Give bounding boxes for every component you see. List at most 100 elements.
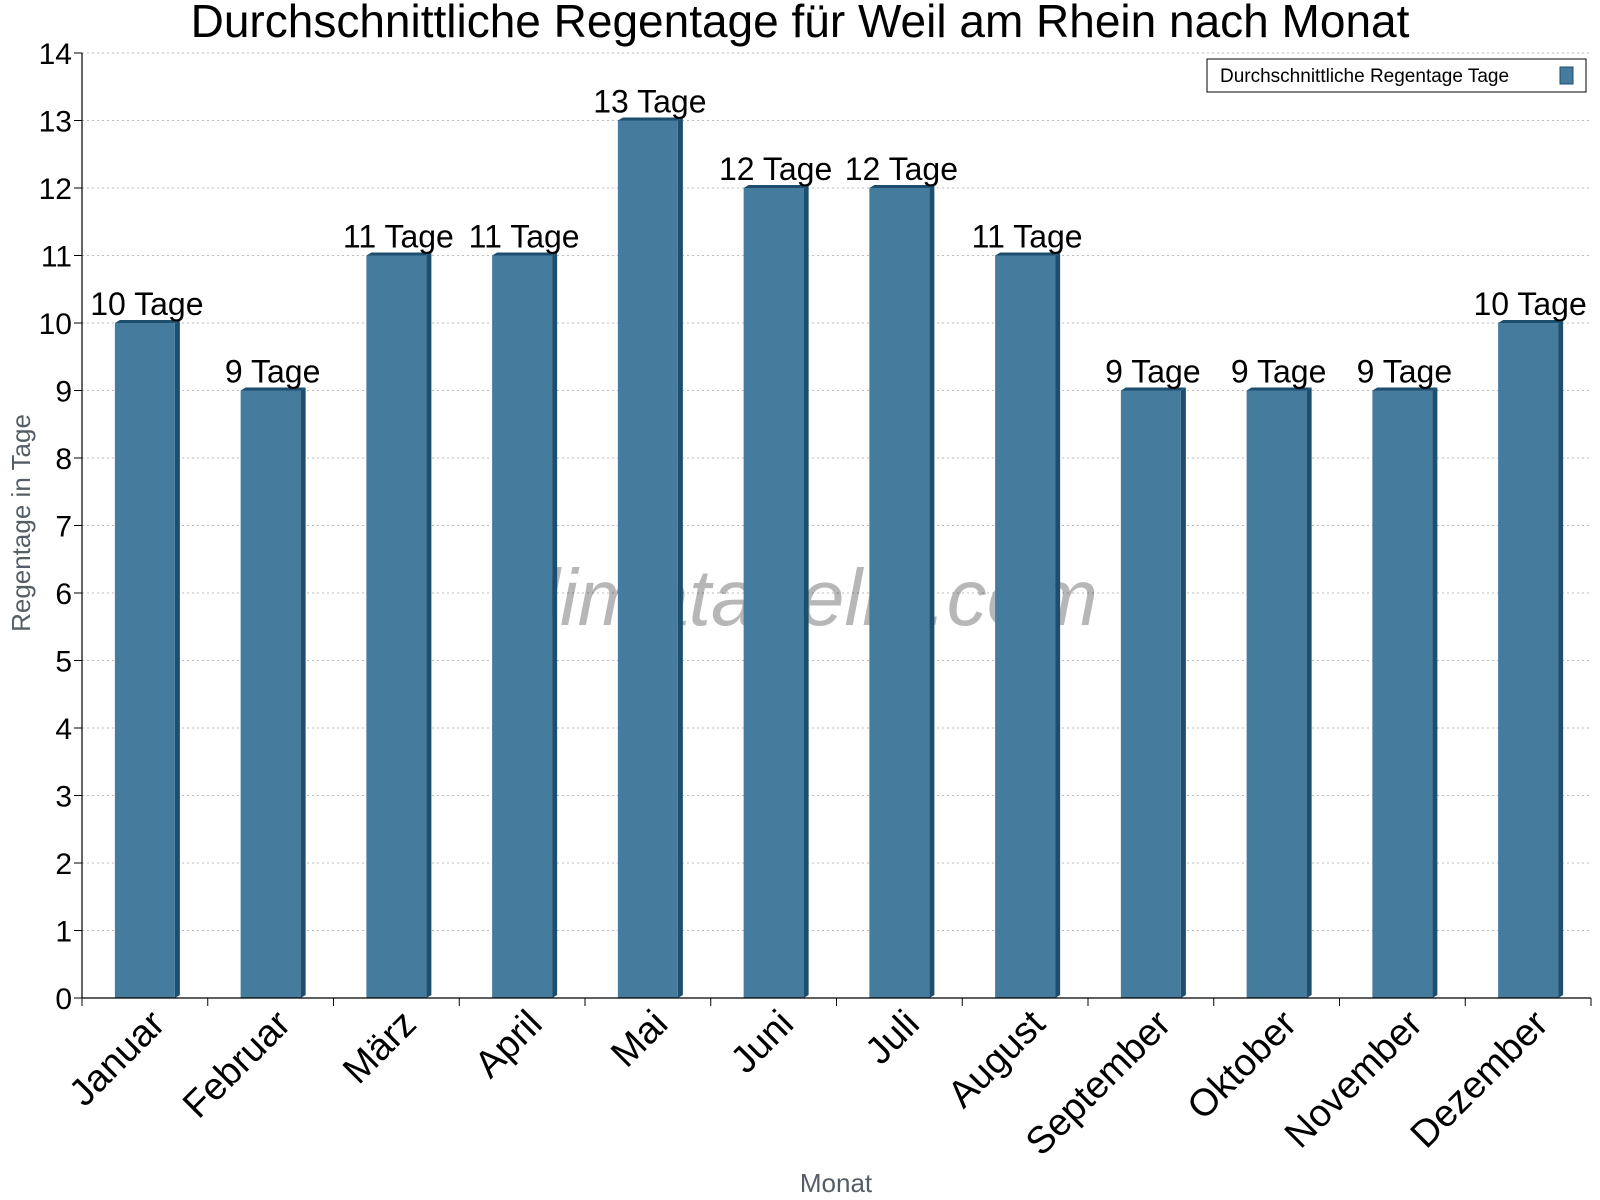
bar-front xyxy=(366,255,427,998)
y-tick-label: 12 xyxy=(39,173,72,206)
bar-side xyxy=(677,117,683,998)
bar-front xyxy=(995,255,1056,998)
bar-side xyxy=(426,252,432,998)
data-label: 12 Tage xyxy=(719,151,832,187)
data-label: 9 Tage xyxy=(225,354,321,390)
bar-side xyxy=(174,320,180,998)
bar xyxy=(995,252,1061,998)
bar-top xyxy=(1246,387,1312,391)
y-tick-label: 5 xyxy=(55,646,72,679)
bar-top xyxy=(492,252,558,256)
data-label: 12 Tage xyxy=(845,151,958,187)
bar-side xyxy=(803,185,809,998)
x-tick-label: Juli xyxy=(858,1003,928,1073)
y-tick-label: 9 xyxy=(55,376,72,409)
bar-top xyxy=(617,117,683,121)
bar xyxy=(114,320,180,998)
y-tick-label: 2 xyxy=(55,848,72,881)
bar-top xyxy=(1120,387,1186,391)
x-tick-label: März xyxy=(335,1003,424,1092)
bar xyxy=(743,185,809,998)
data-label: 11 Tage xyxy=(469,219,580,255)
data-label: 9 Tage xyxy=(1357,354,1453,390)
bar-side xyxy=(1306,387,1312,998)
x-tick-label: Januar xyxy=(61,1002,173,1114)
y-tick-label: 4 xyxy=(55,713,72,746)
data-label: 11 Tage xyxy=(972,219,1083,255)
legend-label: Durchschnittliche Regentage Tage xyxy=(1220,66,1509,87)
x-tick-label: Juni xyxy=(723,1003,802,1082)
y-tick-label: 10 xyxy=(39,308,72,341)
bar xyxy=(617,117,683,998)
y-tick-label: 7 xyxy=(55,511,72,544)
bar xyxy=(492,252,558,998)
bar-side xyxy=(552,252,558,998)
bar xyxy=(240,387,306,998)
bar-front xyxy=(743,188,804,998)
bar-front xyxy=(1498,323,1559,998)
bar-top xyxy=(869,185,935,188)
x-tick-label: April xyxy=(467,1003,550,1086)
y-axis-label: Regentage in Tage xyxy=(6,414,36,632)
data-label: 9 Tage xyxy=(1231,354,1327,390)
bar-top xyxy=(995,252,1061,256)
x-tick-label: Dezember xyxy=(1403,1002,1557,1156)
legend: Durchschnittliche Regentage Tage xyxy=(1206,58,1587,93)
bar-top xyxy=(366,252,432,256)
bar-front xyxy=(1246,390,1307,998)
bar-front xyxy=(492,255,553,998)
bar xyxy=(1246,387,1312,998)
gridlines xyxy=(82,52,1591,931)
x-tick-labels: Januar Februar März April Mai Juni Juli AugustS… xyxy=(61,1002,1556,1163)
y-tick-label: 11 xyxy=(41,241,72,274)
data-label: 10 Tage xyxy=(90,286,203,322)
y-tick-label: 0 xyxy=(55,983,72,1016)
bar-front xyxy=(869,188,930,998)
data-label: 13 Tage xyxy=(593,84,706,120)
bar-side xyxy=(1055,252,1061,998)
bar-side xyxy=(1558,320,1564,998)
legend-box xyxy=(1206,58,1587,93)
data-labels: 10 Tage 9 Tage 11 Tage 11 Tage 13 Tage 12 Tag… xyxy=(90,84,1587,390)
y-tick-label: 8 xyxy=(55,443,72,476)
bar-front xyxy=(1120,390,1181,998)
bar-front xyxy=(240,390,301,998)
bar-top xyxy=(1372,387,1438,391)
data-label: 9 Tage xyxy=(1105,354,1201,390)
bar-front xyxy=(1372,390,1433,998)
x-tick-label: Mai xyxy=(603,1003,676,1076)
y-tick-label: 13 xyxy=(39,106,72,139)
y-tick-label: 1 xyxy=(55,916,72,949)
bar-top xyxy=(1498,320,1564,323)
legend-swatch xyxy=(1559,66,1574,85)
bar-side xyxy=(300,387,306,998)
bar xyxy=(366,252,432,998)
x-tick-label: November xyxy=(1277,1002,1431,1156)
bar xyxy=(1120,387,1186,998)
x-tick-label: Oktober xyxy=(1180,1002,1306,1128)
bar-side xyxy=(1432,387,1438,998)
bar-front xyxy=(114,323,175,998)
bars xyxy=(114,117,1564,998)
bar xyxy=(1372,387,1438,998)
bar xyxy=(1498,320,1564,998)
chart-title: Durchschnittliche Regentage für Weil am … xyxy=(191,0,1410,47)
bar-side xyxy=(1180,387,1186,998)
x-axis-label: Monat xyxy=(800,1168,873,1198)
bar-top xyxy=(240,387,306,391)
x-tick-label: August xyxy=(940,1002,1054,1116)
bar xyxy=(869,185,935,998)
bar-top xyxy=(743,185,809,188)
y-tick-label: 14 xyxy=(39,38,72,71)
bar-top xyxy=(114,320,180,323)
x-tick-label: Februar xyxy=(175,1002,299,1126)
bar-side xyxy=(929,185,935,998)
bar-front xyxy=(617,120,678,998)
y-tick-label: 3 xyxy=(55,781,72,814)
data-label: 11 Tage xyxy=(343,219,454,255)
data-label: 10 Tage xyxy=(1473,286,1586,322)
axes xyxy=(74,52,1592,1006)
y-tick-label: 6 xyxy=(55,578,72,611)
